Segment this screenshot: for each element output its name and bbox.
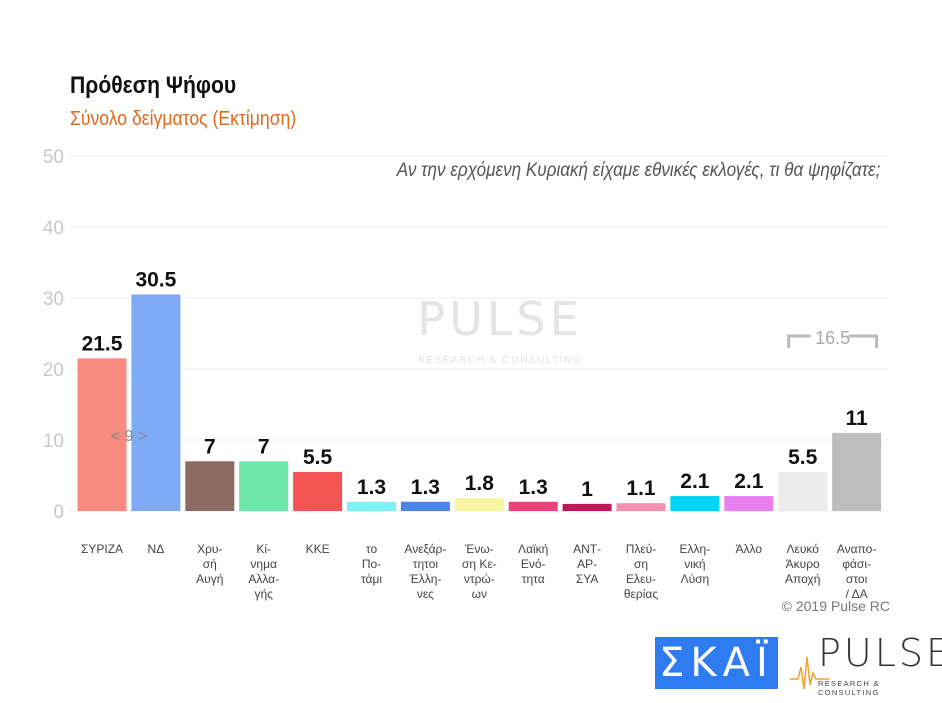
y-tick-label: 50 [43, 147, 64, 168]
data-label: 2.1 [734, 470, 764, 493]
x-tick-label: / ΔΑ [846, 587, 868, 601]
bar [508, 501, 558, 511]
x-tick-label: Λύση [681, 572, 710, 586]
x-tick-label: Ελλη- [680, 542, 711, 556]
x-tick-label: σή [203, 557, 217, 571]
bar [185, 461, 235, 511]
data-label: 30.5 [135, 268, 176, 291]
x-tick-label: νική [684, 557, 705, 571]
bar [347, 501, 396, 511]
x-tick-label: ση [634, 557, 648, 571]
skai-logo: ΣΚΑΪ [655, 637, 778, 689]
x-tick-label: ντρώ- [464, 572, 495, 586]
x-tick-label: φάσι- [842, 557, 871, 571]
data-label: 5.5 [303, 446, 333, 469]
data-label: 1.8 [465, 472, 495, 495]
x-tick-label: Ανεξάρ- [404, 542, 446, 556]
x-tick-label: τάμι [361, 572, 382, 586]
y-tick-label: 10 [43, 431, 64, 452]
x-tick-label: Χρυ- [197, 542, 222, 556]
x-tick-label: το [366, 542, 378, 556]
data-label: 11 [845, 407, 868, 430]
gap-bracket [787, 334, 879, 348]
x-tick-label: Αυγή [196, 572, 223, 586]
x-tick-label: Λαϊκή [518, 542, 548, 556]
y-tick-label: 40 [43, 218, 64, 239]
x-tick-label: Λευκό [786, 542, 819, 556]
y-tick-label: 30 [43, 289, 64, 310]
x-tick-label: ΑΡ- [577, 557, 597, 571]
x-tick-label: Αποχή [785, 572, 820, 586]
bar [454, 498, 504, 511]
x-tick-label: ΑΝΤ- [573, 542, 601, 556]
bar [293, 471, 343, 511]
y-tick-label: 0 [53, 502, 64, 523]
data-label: 1 [581, 478, 593, 501]
chart-subtitle: Σύνολο δείγματος (Εκτίμηση) [70, 108, 297, 130]
survey-question: Αν την ερχόμενη Κυριακή είχαμε εθνικές ε… [396, 160, 880, 181]
x-tick-label: νημα [250, 557, 277, 571]
x-tick-label: Πο- [362, 557, 381, 571]
bar [239, 461, 289, 511]
bar [77, 358, 127, 511]
x-tick-label: γής [254, 587, 273, 601]
x-tick-label: στοι [846, 572, 868, 586]
bar [400, 501, 450, 511]
data-label: 1.3 [519, 476, 548, 499]
data-label: 1.3 [357, 476, 386, 499]
bar [778, 471, 828, 511]
x-tick-label: Ελευ- [626, 572, 656, 586]
data-label: 7 [258, 435, 270, 458]
data-label: 5.5 [788, 446, 818, 469]
bar [616, 503, 666, 511]
bar [724, 496, 774, 511]
gap-annotation: 16.5 [815, 328, 850, 348]
x-tick-label: ΚΚΕ [306, 542, 330, 556]
x-tick-label: θερίας [624, 587, 658, 601]
x-tick-label: Αλλα- [248, 572, 279, 586]
chart-title: Πρόθεση Ψήφου [70, 72, 237, 99]
pulse-logo: PULSE RESEARCH & CONSULTING [790, 631, 942, 697]
data-label: 1.3 [411, 476, 440, 499]
data-label: 1.1 [626, 477, 656, 500]
x-tick-label: Ενό- [521, 557, 546, 571]
watermark-text: PULSE [417, 292, 582, 346]
bar [832, 432, 882, 511]
x-tick-label: ΣΥΑ [576, 572, 599, 586]
x-tick-label: τητοι [413, 557, 439, 571]
data-label: 2.1 [680, 470, 710, 493]
bar [562, 503, 612, 511]
x-tick-label: ση Κε- [462, 557, 497, 571]
watermark-subtext: RESEARCH & CONSULTING [418, 355, 582, 366]
gap-annotation: < 9 > [111, 428, 147, 445]
x-tick-label: Άλλο [736, 542, 763, 556]
y-tick-label: 20 [43, 360, 64, 381]
x-tick-label: Κί- [256, 542, 271, 556]
x-tick-label: ων [472, 587, 487, 601]
data-label: 21.5 [82, 332, 123, 355]
bar [670, 496, 720, 511]
bar [131, 294, 181, 511]
x-tick-label: ΣΥΡΙΖΑ [81, 542, 123, 556]
x-tick-label: Ένω- [464, 542, 494, 556]
x-tick-label: Αναπο- [837, 542, 877, 556]
x-tick-label: Έλλη- [408, 572, 441, 586]
x-tick-label: Άκυρο [786, 557, 820, 571]
x-tick-label: Πλεύ- [626, 542, 657, 556]
x-tick-label: τητα [522, 572, 545, 586]
x-tick-label: ΝΔ [148, 542, 165, 556]
copyright: © 2019 Pulse RC [781, 598, 890, 614]
data-label: 7 [204, 435, 216, 458]
x-tick-label: νες [417, 587, 434, 601]
